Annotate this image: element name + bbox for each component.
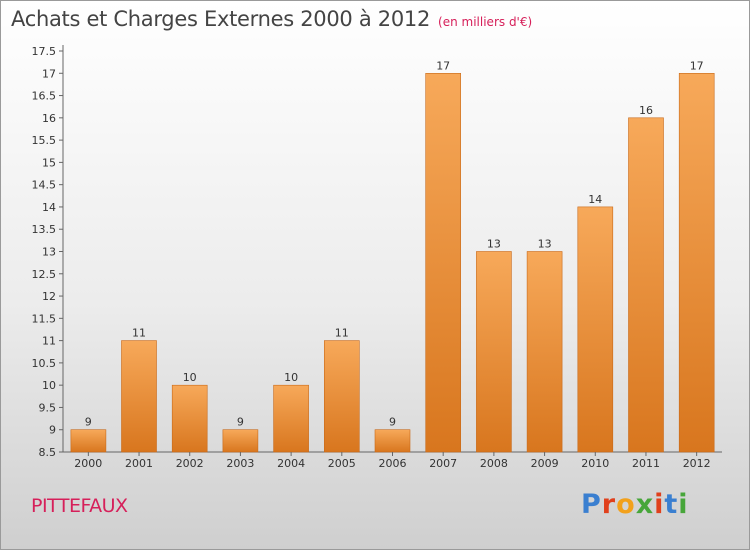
bar-value-label: 10: [284, 371, 298, 384]
chart-title-text: Achats et Charges Externes 2000 à 2012: [11, 7, 431, 31]
bar-value-label: 9: [237, 416, 244, 429]
bar-value-label: 11: [335, 327, 349, 340]
x-tick-label: 2004: [277, 457, 305, 470]
x-tick-label: 2012: [683, 457, 711, 470]
bar: [273, 384, 309, 453]
x-tick-label: 2011: [632, 457, 660, 470]
x-tick-label: 2001: [125, 457, 153, 470]
y-tick-label: 12: [42, 290, 56, 303]
logo-letter-t: t: [664, 489, 679, 520]
x-tick-label: 2007: [429, 457, 457, 470]
x-tick-label: 2003: [226, 457, 254, 470]
y-tick-label: 9: [49, 424, 56, 437]
bar: [526, 251, 563, 453]
y-tick-label: 16.5: [32, 90, 57, 103]
place-name: PITTEFAUX: [31, 495, 128, 517]
bar-value-label: 13: [487, 238, 501, 251]
logo-letter-o: o: [616, 489, 636, 520]
y-tick-label: 11: [42, 335, 56, 348]
chart-unit: (en milliers d'€): [438, 15, 533, 29]
y-tick-label: 8.5: [39, 446, 57, 459]
x-tick-label: 2000: [74, 457, 102, 470]
chart-title: Achats et Charges Externes 2000 à 2012 (e…: [11, 7, 532, 31]
bar-value-label: 9: [389, 416, 396, 429]
bar: [577, 206, 614, 453]
logo-letter-x: x: [635, 489, 655, 520]
bar: [678, 73, 715, 453]
x-tick-label: 2008: [480, 457, 508, 470]
x-tick-label: 2002: [176, 457, 204, 470]
bar-value-label: 14: [588, 193, 602, 206]
bar: [70, 429, 107, 453]
y-tick-label: 13: [42, 246, 56, 259]
bar-value-label: 10: [183, 371, 197, 384]
y-tick-label: 14: [42, 201, 56, 214]
y-tick-label: 17: [42, 67, 56, 80]
logo-letter-i2: i: [678, 489, 689, 520]
logo-letter-r: r: [601, 489, 617, 520]
y-tick-label: 11.5: [32, 312, 57, 325]
bar: [222, 429, 259, 453]
bar-value-label: 13: [538, 238, 552, 251]
y-tick-label: 9.5: [39, 401, 57, 414]
x-tick-label: 2005: [328, 457, 356, 470]
bar-value-label: 17: [436, 59, 450, 72]
proxiti-logo: Proxiti: [581, 489, 689, 520]
y-tick-label: 15.5: [32, 134, 57, 147]
bar-value-label: 17: [690, 59, 704, 72]
y-tick-label: 13.5: [32, 223, 57, 236]
y-tick-label: 10: [42, 379, 56, 392]
x-tick-label: 2009: [531, 457, 559, 470]
bar: [323, 340, 360, 453]
bar: [476, 251, 512, 453]
x-tick-label: 2006: [379, 457, 407, 470]
y-tick-label: 12.5: [32, 268, 57, 281]
bar: [374, 429, 411, 453]
y-tick-label: 15: [42, 156, 56, 169]
bar: [171, 384, 208, 453]
y-tick-label: 16: [42, 112, 56, 125]
y-tick-label: 17.5: [32, 45, 57, 58]
bar: [628, 117, 664, 453]
bar-value-label: 11: [132, 327, 146, 340]
bar-value-label: 9: [85, 416, 92, 429]
logo-letter-i: i: [654, 489, 665, 520]
y-tick-label: 14.5: [32, 179, 57, 192]
bar: [425, 73, 462, 453]
bar-value-label: 16: [639, 104, 653, 117]
logo-letter-p: P: [581, 489, 602, 520]
bar: [121, 340, 157, 453]
y-tick-label: 10.5: [32, 357, 57, 370]
x-tick-label: 2010: [581, 457, 609, 470]
